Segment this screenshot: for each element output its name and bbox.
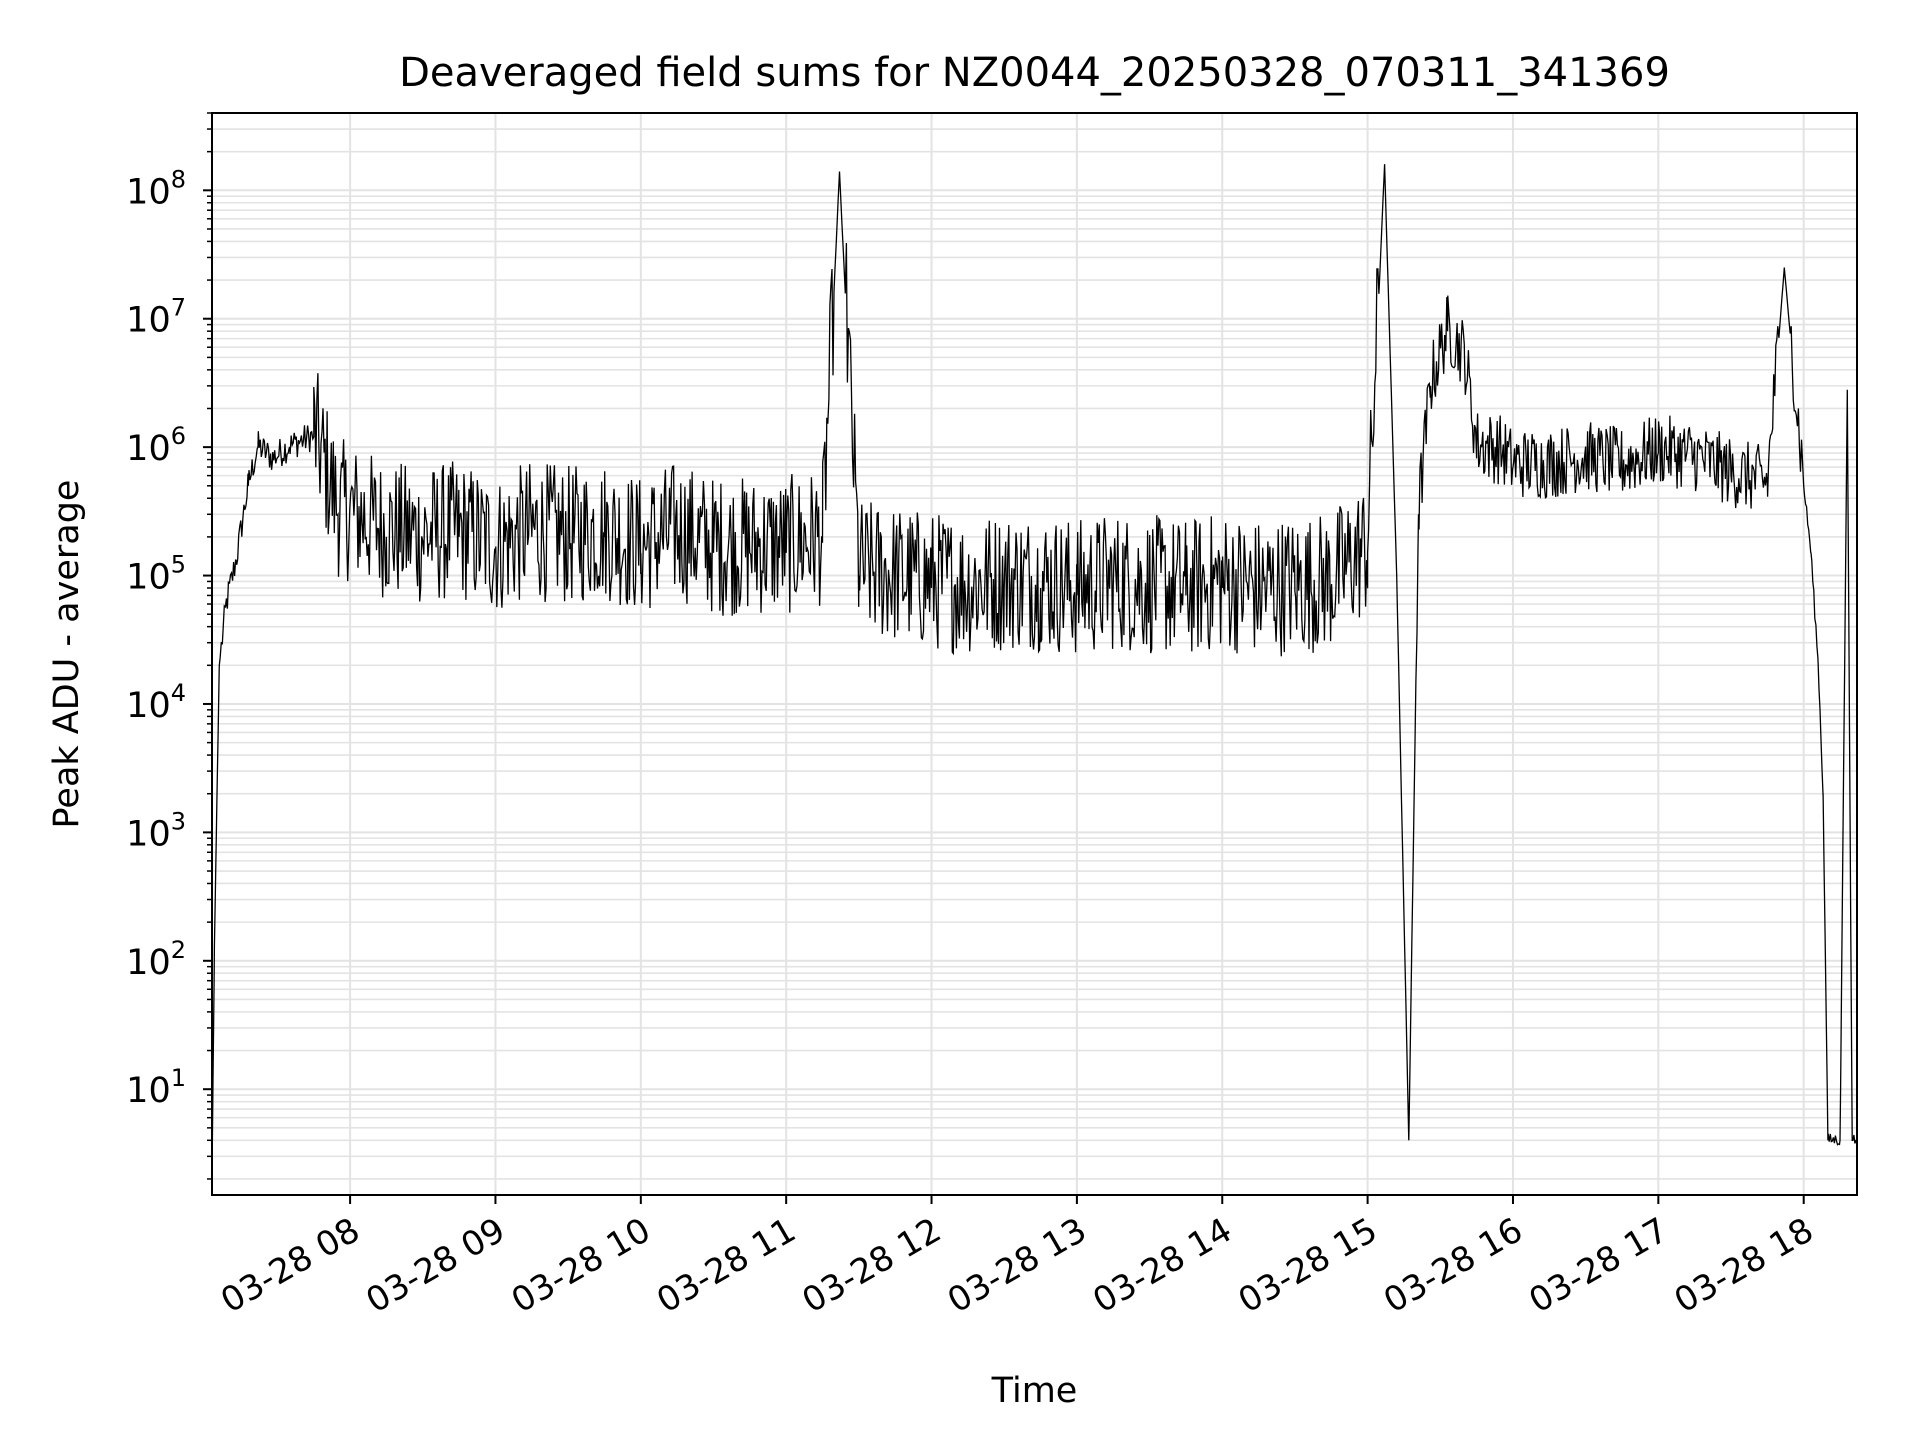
y-tick-label: 103 (126, 807, 186, 854)
y-tick-base: 10 (126, 172, 171, 212)
y-tick-label: 107 (126, 294, 186, 341)
grid (212, 112, 1857, 1195)
chart-title: Deaveraged field sums for NZ0044_2025032… (399, 50, 1670, 96)
y-tick-exponent: 1 (171, 1064, 186, 1092)
y-tick-exponent: 7 (171, 294, 186, 322)
y-tick-label: 106 (126, 422, 186, 469)
y-tick-exponent: 6 (171, 422, 186, 450)
y-tick-label: 102 (126, 936, 186, 983)
y-tick-label: 104 (126, 679, 186, 726)
y-tick-label: 108 (126, 165, 186, 212)
y-axis-label: Peak ADU - average (47, 480, 87, 829)
y-tick-exponent: 2 (171, 936, 186, 964)
y-tick-base: 10 (126, 943, 171, 983)
y-tick-exponent: 4 (171, 679, 186, 707)
y-tick-exponent: 3 (171, 807, 186, 835)
plot-frame (211, 112, 1858, 1196)
y-tick-base: 10 (126, 301, 171, 341)
y-tick-label: 105 (126, 551, 186, 598)
series-line (211, 164, 1858, 1180)
y-tick-label: 101 (126, 1064, 186, 1111)
y-tick-base: 10 (126, 686, 171, 726)
y-tick-base: 10 (126, 558, 171, 598)
y-tick-exponent: 5 (171, 551, 186, 579)
y-tick-base: 10 (126, 814, 171, 854)
y-tick-exponent: 8 (171, 165, 186, 193)
x-axis-label: Time (991, 1371, 1078, 1411)
series-layer (211, 164, 1858, 1180)
y-tick-base: 10 (126, 429, 171, 469)
y-tick-base: 10 (126, 1071, 171, 1111)
